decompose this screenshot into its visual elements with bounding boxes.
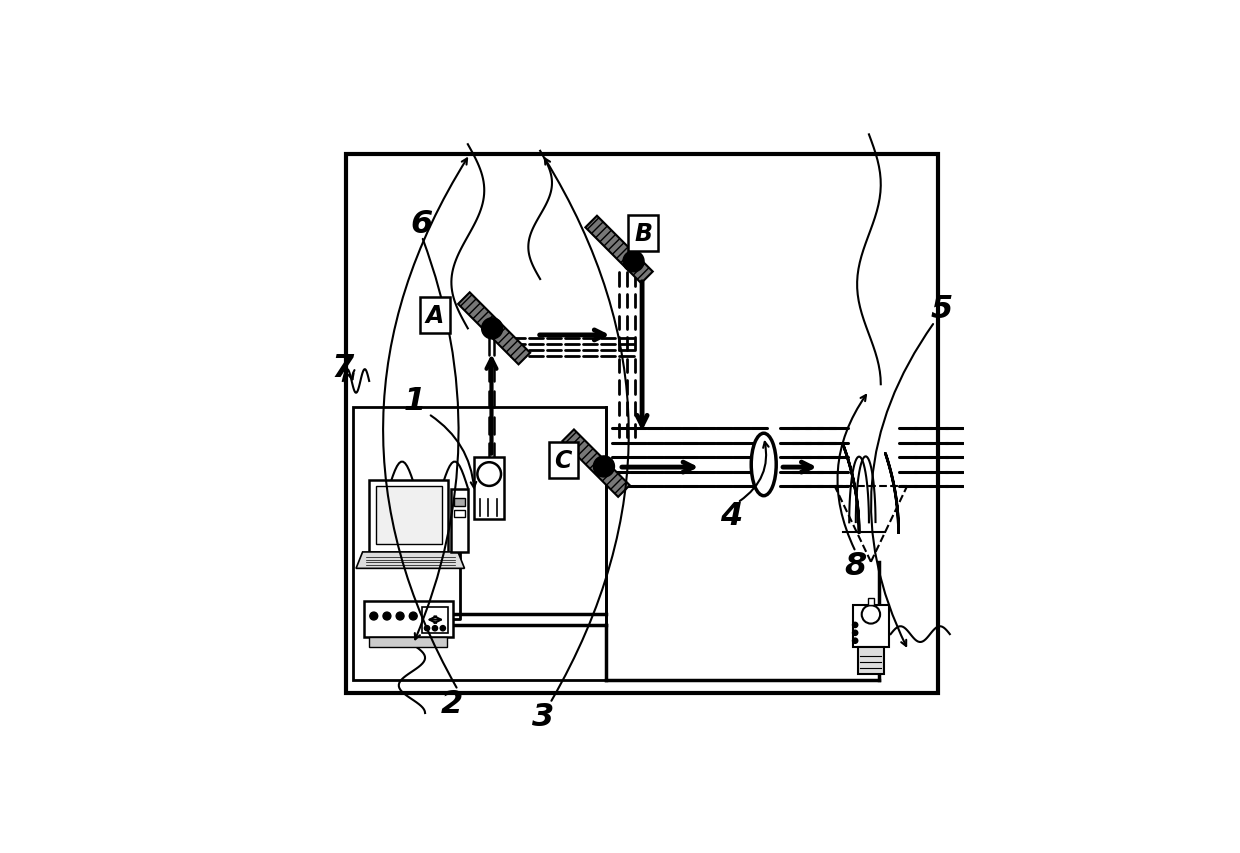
Bar	[451, 490, 467, 552]
Polygon shape	[356, 552, 465, 569]
Circle shape	[383, 612, 391, 620]
Text: 8: 8	[844, 550, 867, 581]
Bar	[363, 601, 453, 638]
Bar	[868, 598, 874, 605]
Circle shape	[853, 623, 858, 628]
Circle shape	[622, 252, 644, 272]
Text: 7: 7	[332, 353, 353, 384]
Text: 6: 6	[410, 208, 433, 240]
Bar	[454, 498, 465, 507]
Text: C: C	[554, 449, 572, 473]
Circle shape	[424, 626, 430, 631]
Polygon shape	[458, 293, 531, 365]
Circle shape	[440, 626, 445, 631]
Text: B: B	[635, 222, 652, 246]
Circle shape	[853, 638, 858, 643]
Circle shape	[477, 462, 501, 486]
Bar	[370, 480, 448, 552]
Text: A: A	[425, 304, 444, 328]
Bar	[422, 606, 448, 633]
Bar	[370, 638, 448, 647]
Bar	[853, 605, 889, 647]
Bar	[376, 486, 441, 544]
Circle shape	[594, 456, 615, 478]
Circle shape	[433, 626, 438, 631]
Ellipse shape	[751, 433, 776, 496]
Bar	[346, 155, 937, 693]
Text: 3: 3	[532, 701, 554, 732]
Polygon shape	[585, 217, 652, 284]
Circle shape	[481, 318, 502, 339]
Text: 4: 4	[719, 501, 742, 531]
Bar	[352, 408, 606, 681]
Bar	[454, 511, 465, 518]
Text: 1: 1	[404, 386, 427, 416]
Circle shape	[396, 612, 404, 620]
Polygon shape	[562, 430, 630, 497]
Text: 5: 5	[930, 293, 952, 325]
Text: 2: 2	[440, 688, 463, 719]
Circle shape	[370, 612, 378, 620]
Circle shape	[853, 630, 858, 635]
Circle shape	[409, 612, 417, 620]
Bar	[475, 457, 503, 519]
Bar	[858, 647, 884, 674]
Circle shape	[862, 606, 880, 624]
